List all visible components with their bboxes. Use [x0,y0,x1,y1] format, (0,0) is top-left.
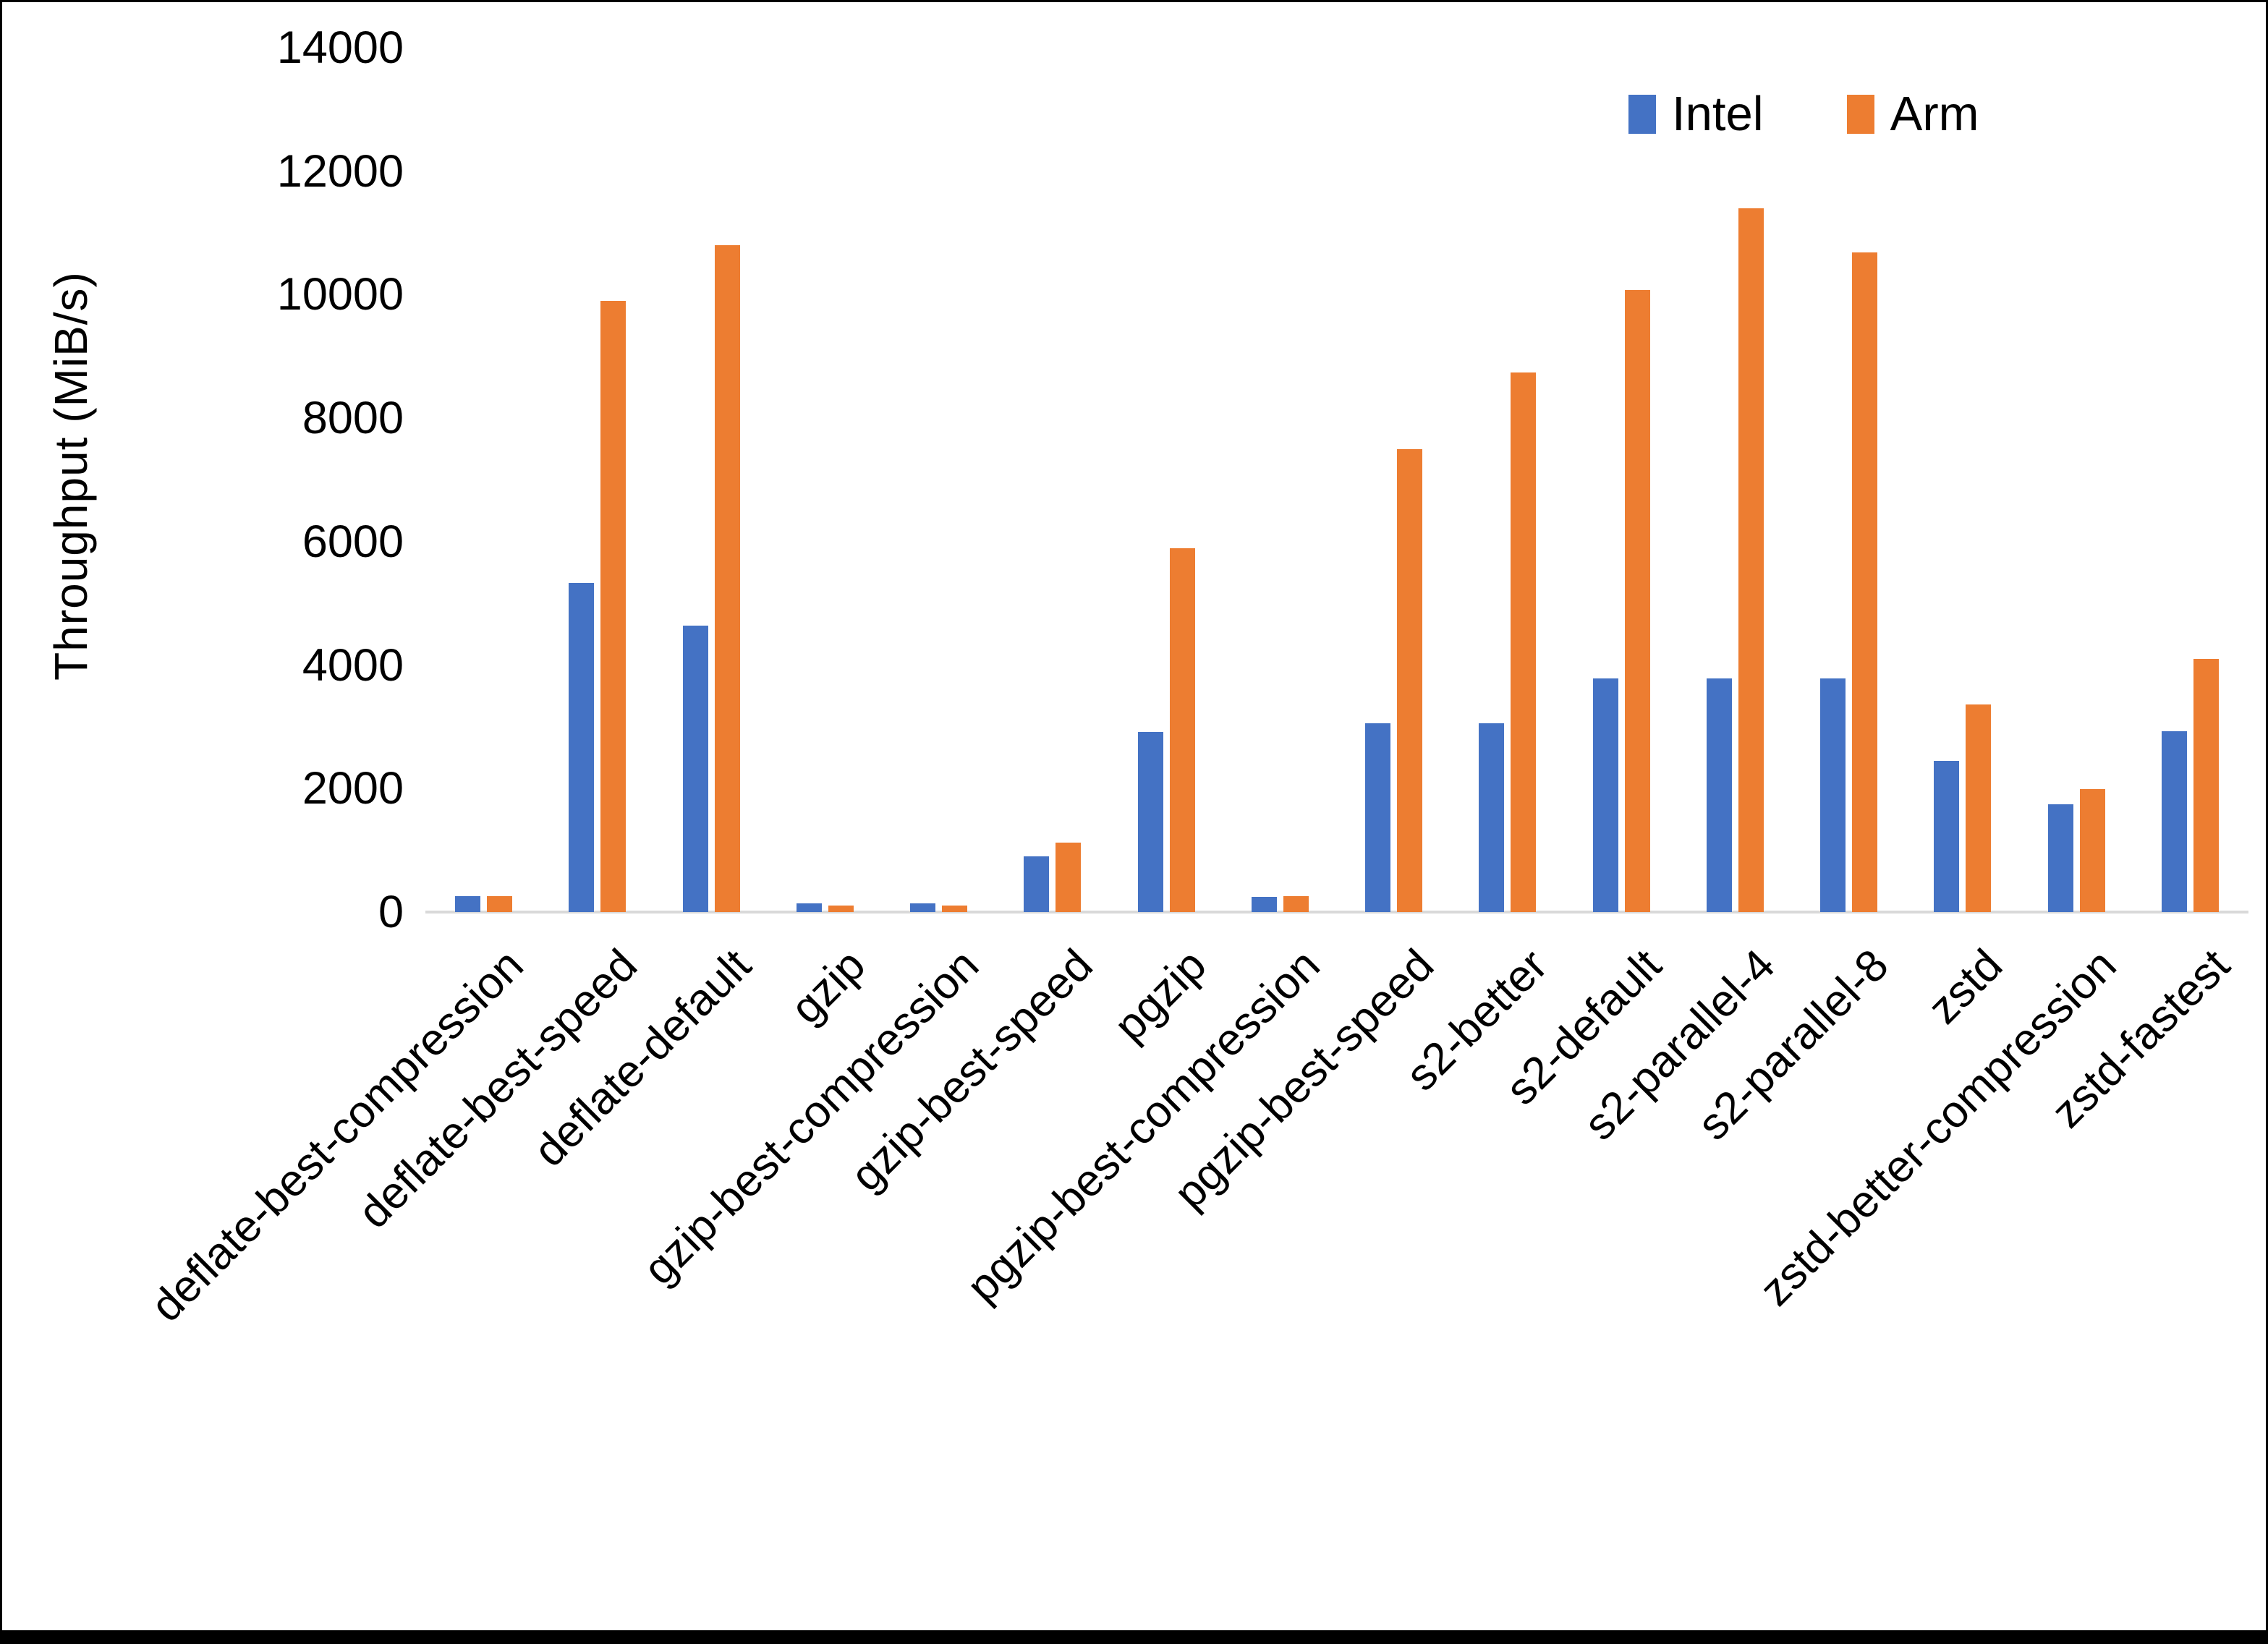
bar-arm [1738,208,1764,912]
bar-arm [600,300,627,912]
category-slot [995,48,1109,912]
bar-intel [1365,723,1391,912]
category-slot [1451,48,1564,912]
bar-intel [2047,804,2073,912]
bar-intel [682,625,708,912]
category-slot [882,48,995,912]
y-axis-title: Throughput (MiB/s) [45,271,97,681]
category-slot [655,48,768,912]
y-tick-label: 12000 [276,145,404,197]
bar-intel [2161,731,2187,912]
legend-label-arm: Arm [1890,87,1979,141]
bar-intel [1820,678,1846,912]
y-tick-label: 14000 [276,22,404,73]
category-slot [427,48,540,912]
category-slot [1565,48,1678,912]
bar-arm [2193,659,2219,912]
bar-arm [1624,289,1650,912]
bar-arm [1169,548,1195,912]
y-tick-label: 2000 [302,763,404,814]
bar-arm [1852,252,1878,912]
bar-arm [1966,704,1992,912]
legend-item-arm: Arm [1846,86,1979,142]
bar-arm [828,906,854,912]
bar-arm [714,245,740,912]
arm-legend-swatch-icon [1846,94,1874,134]
x-tick-label: gzip [781,940,875,1034]
bar-intel [569,583,595,912]
bar-arm [487,896,513,912]
bar-intel [1251,896,1277,912]
bar-arm [1056,842,1082,912]
bar-arm [1511,372,1537,912]
bar-arm [2079,789,2105,912]
x-axis-line [425,911,2248,913]
bar-intel [1137,731,1163,912]
category-slot [540,48,654,912]
legend-item-intel: Intel [1628,86,1764,142]
y-tick-label: 6000 [302,516,404,567]
y-tick-label: 0 [378,887,404,937]
bars-row [427,48,2247,912]
category-slot [2133,48,2247,912]
legend-label-intel: Intel [1672,87,1764,141]
category-slot [768,48,882,912]
category-slot [1110,48,1223,912]
legend: Intel Arm [1628,86,1979,142]
bar-arm [942,906,968,912]
bar-intel [796,903,822,912]
bar-intel [910,903,936,912]
x-tick-label: zstd [1919,940,2013,1034]
bar-intel [1479,723,1505,912]
bar-intel [1024,856,1050,912]
plot-area [427,48,2247,912]
bar-intel [1592,678,1618,912]
y-tick-label: 4000 [302,639,404,691]
bar-intel [1934,760,1960,912]
bar-intel [455,895,481,912]
category-slot [2020,48,2133,912]
category-slot [1223,48,1337,912]
y-tick-label: 10000 [276,269,404,320]
category-slot [1678,48,1792,912]
bar-arm [1283,895,1309,912]
category-slot [1792,48,1906,912]
category-slot [1906,48,2019,912]
bar-intel [1706,678,1732,912]
bar-arm [1397,448,1423,912]
category-slot [1337,48,1451,912]
intel-legend-swatch-icon [1628,94,1656,134]
y-tick-label: 8000 [302,393,404,444]
